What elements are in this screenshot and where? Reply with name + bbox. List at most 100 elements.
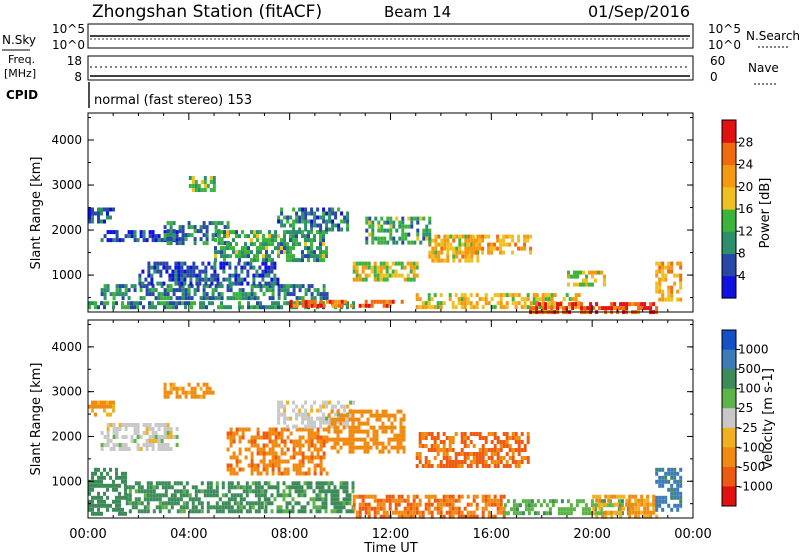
data-cell	[219, 265, 223, 270]
data-cell	[276, 493, 280, 498]
data-cell	[521, 511, 525, 516]
data-cell	[187, 292, 191, 297]
data-cell	[257, 497, 261, 502]
data-cell	[313, 258, 316, 263]
data-cell	[197, 501, 201, 506]
noise-right-tick-bottom: 10^0	[708, 38, 741, 52]
data-cell	[223, 254, 226, 259]
data-cell	[382, 303, 386, 308]
data-cell	[520, 440, 524, 444]
data-cell	[169, 386, 173, 391]
data-cell	[254, 489, 258, 494]
data-cell	[143, 493, 147, 498]
data-cell	[109, 400, 112, 405]
data-cell	[652, 502, 656, 507]
data-cell	[88, 301, 91, 306]
data-cell	[529, 250, 533, 255]
data-cell	[667, 487, 671, 492]
data-cell	[169, 225, 173, 230]
data-cell	[164, 485, 168, 490]
data-cell	[511, 293, 515, 298]
nave-label: Nave	[748, 61, 779, 75]
data-cell	[149, 481, 153, 486]
data-cell	[286, 246, 289, 251]
data-cell	[310, 424, 314, 429]
data-cell	[300, 489, 304, 494]
data-cell	[195, 277, 199, 282]
data-cell	[304, 242, 307, 247]
data-cell	[393, 417, 397, 422]
data-cell	[310, 242, 313, 247]
data-cell	[91, 499, 94, 504]
data-cell	[406, 261, 410, 266]
data-cell	[576, 282, 579, 287]
data-cell	[289, 258, 292, 263]
power-colorbar-label: Power [dB]	[758, 178, 773, 249]
data-cell	[388, 299, 392, 304]
data-cell	[324, 481, 328, 486]
cpid-text: normal (fast stereo) 153	[94, 93, 252, 108]
data-cell	[380, 240, 384, 245]
data-cell	[271, 292, 275, 297]
data-cell	[112, 238, 116, 243]
data-cell	[366, 421, 370, 426]
data-cell	[505, 293, 509, 298]
data-cell	[270, 493, 274, 498]
data-cell	[229, 443, 233, 448]
data-cell	[222, 261, 226, 266]
data-cell	[301, 250, 304, 255]
data-cell	[393, 445, 397, 450]
data-cell	[348, 449, 352, 454]
data-cell	[205, 241, 209, 246]
data-cell	[605, 503, 609, 508]
data-cell	[304, 223, 308, 228]
data-cell	[124, 435, 128, 439]
data-cell	[469, 246, 473, 251]
data-cell	[300, 485, 304, 490]
data-cell	[201, 261, 205, 266]
data-cell	[446, 246, 450, 251]
data-cell	[646, 514, 650, 519]
data-cell	[306, 501, 310, 506]
data-cell	[310, 238, 313, 243]
data-cell	[349, 412, 353, 417]
data-cell	[289, 431, 293, 436]
data-cell	[476, 234, 480, 239]
data-cell	[367, 510, 371, 515]
data-cell	[439, 293, 443, 298]
data-cell	[446, 250, 450, 255]
data-cell	[351, 485, 355, 490]
data-cell	[327, 437, 331, 442]
data-cell	[169, 305, 172, 310]
data-cell	[220, 254, 223, 259]
data-cell	[121, 423, 125, 427]
data-cell	[199, 296, 203, 301]
data-cell	[234, 273, 238, 278]
data-cell	[264, 497, 268, 502]
data-cell	[295, 439, 299, 444]
data-cell	[436, 502, 440, 507]
data-cell	[472, 456, 476, 460]
data-cell	[133, 305, 136, 310]
data-cell	[401, 224, 405, 229]
data-cell	[312, 505, 316, 510]
data-cell	[139, 234, 143, 239]
data-cell	[262, 431, 266, 436]
data-cell	[310, 284, 314, 289]
data-cell	[217, 250, 220, 255]
data-cell	[487, 234, 491, 239]
data-cell	[181, 237, 185, 242]
data-cell	[283, 443, 287, 448]
data-cell	[298, 467, 302, 472]
data-cell	[279, 509, 283, 514]
data-cell	[570, 274, 573, 279]
data-cell	[652, 494, 656, 499]
data-cell	[253, 254, 256, 259]
data-cell	[679, 277, 683, 282]
data-cell	[202, 292, 206, 297]
data-cell	[387, 417, 391, 422]
data-cell	[573, 274, 576, 279]
data-cell	[270, 485, 274, 490]
data-cell	[345, 441, 349, 446]
data-cell	[613, 302, 617, 307]
